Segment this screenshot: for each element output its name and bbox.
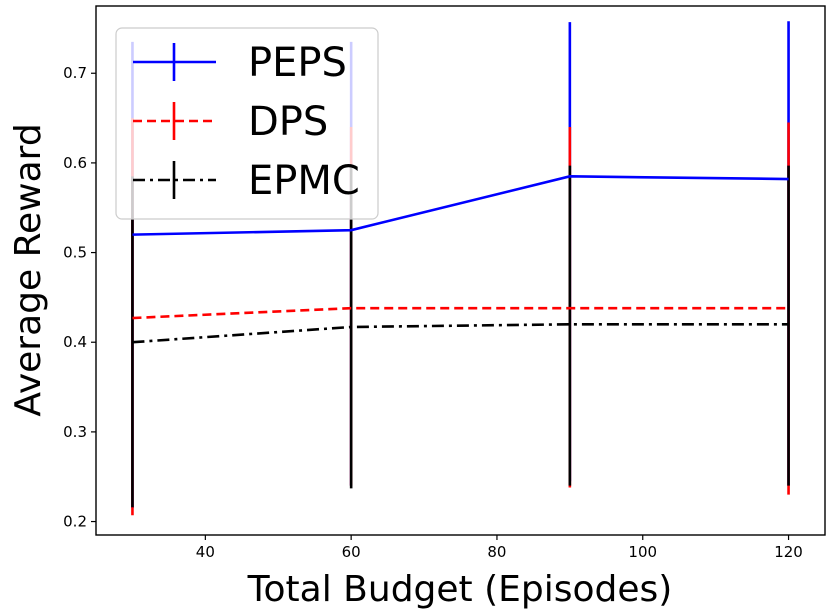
y-tick-label: 0.6 [63, 154, 87, 172]
x-tick-label: 60 [342, 543, 361, 561]
legend-label-epmc: EPMC [248, 158, 360, 204]
legend-box [115, 27, 379, 220]
legend-label-dps: DPS [248, 99, 328, 145]
y-tick-label: 0.4 [63, 333, 87, 351]
y-tick-label: 0.2 [63, 513, 87, 531]
x-tick-label: 80 [487, 543, 506, 561]
y-axis: 0.2 0.3 0.4 0.5 0.6 0.7 [63, 64, 96, 531]
y-tick-label: 0.3 [63, 423, 87, 441]
y-axis-label: Average Reward [8, 123, 49, 416]
x-axis-label: Total Budget (Episodes) [247, 569, 673, 610]
series-line-peps [132, 175, 789, 236]
legend: PEPS DPS EPMC [115, 27, 379, 220]
series-line-epmc [132, 322, 789, 344]
lines-layer [132, 175, 789, 344]
series-line-dps [132, 306, 789, 320]
plot-frame [95, 5, 826, 536]
legend-label-peps: PEPS [248, 40, 347, 86]
x-tick-label: 40 [196, 543, 215, 561]
x-axis: 40 60 80 100 120 [196, 535, 803, 561]
y-tick-label: 0.5 [63, 244, 87, 262]
y-tick-label: 0.7 [63, 64, 87, 82]
x-tick-label: 100 [628, 543, 657, 561]
x-tick-label: 120 [774, 543, 803, 561]
